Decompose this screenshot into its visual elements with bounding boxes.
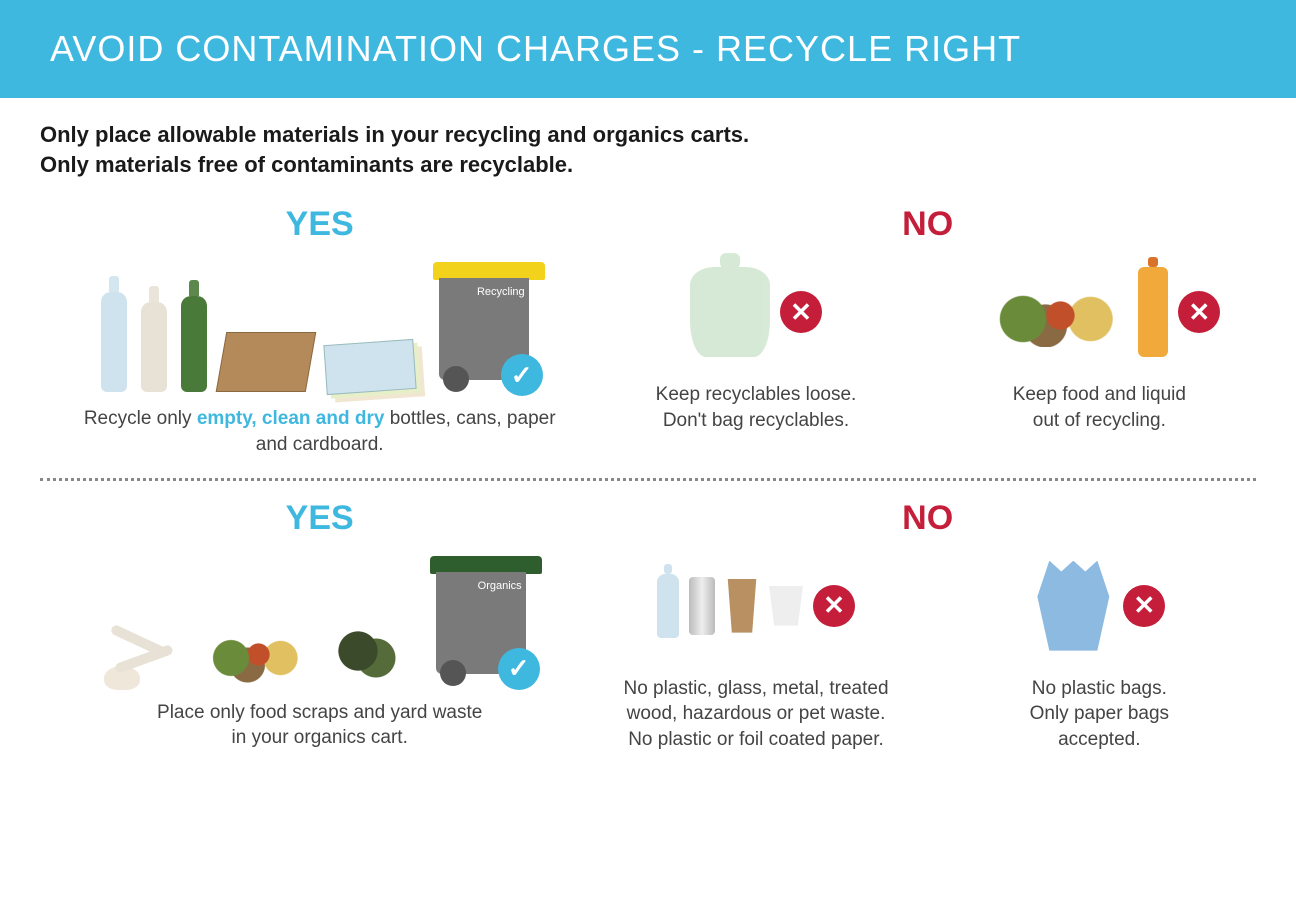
papers-icon xyxy=(323,339,416,395)
recycling-bin-icon: Recycling ✓ xyxy=(429,262,539,392)
bones-icon xyxy=(104,616,184,686)
check-icon: ✓ xyxy=(498,648,540,690)
recycling-yes-label: YES xyxy=(40,205,599,244)
organics-no-caption-containers: No plastic, glass, metal, treated wood, … xyxy=(623,676,888,753)
food-pile-icon xyxy=(978,277,1128,347)
recycling-no-visual-food: ✕ xyxy=(978,252,1220,372)
organics-bin-lid xyxy=(430,556,542,574)
small-bottle-icon xyxy=(657,574,679,638)
cardboard-icon xyxy=(215,332,316,392)
food-scraps-icon xyxy=(198,616,308,686)
organics-no-row: ✕ No plastic, glass, metal, treated wood… xyxy=(599,546,1256,753)
recycling-no-column: NO ✕ Keep recyclables loose. Don't bag r… xyxy=(599,205,1256,457)
organics-yes-caption: Place only food scraps and yard waste in… xyxy=(68,700,571,751)
intro-text: Only place allowable materials in your r… xyxy=(0,98,1296,197)
yogurt-cup-icon xyxy=(769,586,803,626)
header-title: AVOID CONTAMINATION CHARGES - RECYCLE RI… xyxy=(50,28,1021,69)
recycling-no-visual-bagged: ✕ xyxy=(690,252,822,372)
x-icon: ✕ xyxy=(780,291,822,333)
organics-yes-column: YES Organics ✓ Place only food scraps an… xyxy=(40,499,599,753)
recycling-no-row: ✕ Keep recyclables loose. Don't bag recy… xyxy=(599,252,1256,433)
recycling-yes-caption: Recycle only empty, clean and dry bottle… xyxy=(68,406,571,457)
organics-no-label: NO xyxy=(599,499,1256,538)
organics-bin-label: Organics xyxy=(440,580,522,592)
glass-bottle-green-icon xyxy=(181,296,207,392)
organics-yes-label: YES xyxy=(40,499,599,538)
recycling-no-item-food: ✕ Keep food and liquid out of recycling. xyxy=(943,252,1256,433)
organics-no-visual-containers: ✕ xyxy=(657,546,855,666)
header-banner: AVOID CONTAMINATION CHARGES - RECYCLE RI… xyxy=(0,0,1296,98)
water-bottle-icon xyxy=(101,292,127,392)
bin-wheel-icon xyxy=(443,366,469,392)
organics-no-column: NO ✕ No plastic, glass, metal, treated w… xyxy=(599,499,1256,753)
section-divider xyxy=(40,478,1256,481)
recycling-section: YES Recycling ✓ Recycle only empty, clea… xyxy=(0,197,1296,471)
recycling-no-item-bagged: ✕ Keep recyclables loose. Don't bag recy… xyxy=(599,252,912,433)
juice-bottle-icon xyxy=(1138,267,1168,357)
yard-leaves-icon xyxy=(322,616,412,686)
organics-bin-icon: Organics ✓ xyxy=(426,556,536,686)
recycling-bin-label: Recycling xyxy=(443,286,525,298)
x-icon: ✕ xyxy=(1178,291,1220,333)
recycling-no-label: NO xyxy=(599,205,1256,244)
check-icon: ✓ xyxy=(501,354,543,396)
organics-no-caption-plasticbag: No plastic bags. Only paper bags accepte… xyxy=(1030,676,1169,753)
organics-no-item-containers: ✕ No plastic, glass, metal, treated wood… xyxy=(599,546,912,753)
recycling-yes-visual: Recycling ✓ xyxy=(40,252,599,392)
recycling-yes-column: YES Recycling ✓ Recycle only empty, clea… xyxy=(40,205,599,457)
metal-can-icon xyxy=(689,577,715,635)
recycling-yes-caption-prefix: Recycle only xyxy=(84,408,197,429)
x-icon: ✕ xyxy=(1123,585,1165,627)
x-icon: ✕ xyxy=(813,585,855,627)
recycling-no-caption-bagged: Keep recyclables loose. Don't bag recycl… xyxy=(656,382,857,433)
organics-no-item-plasticbag: ✕ No plastic bags. Only paper bags accep… xyxy=(943,546,1256,753)
recycling-yes-caption-emph: empty, clean and dry xyxy=(197,408,385,429)
coffee-cup-icon xyxy=(725,579,759,633)
organics-section: YES Organics ✓ Place only food scraps an… xyxy=(0,491,1296,767)
bin-wheel-icon xyxy=(440,660,466,686)
intro-line-1: Only place allowable materials in your r… xyxy=(40,120,1256,150)
intro-line-2: Only materials free of contaminants are … xyxy=(40,150,1256,180)
eggshell-icon xyxy=(104,666,140,690)
organics-no-visual-plasticbag: ✕ xyxy=(1033,546,1165,666)
recycling-no-caption-food: Keep food and liquid out of recycling. xyxy=(1013,382,1186,433)
bagged-recyclables-icon xyxy=(690,267,770,357)
organics-yes-visual: Organics ✓ xyxy=(40,546,599,686)
glass-bottle-clear-icon xyxy=(141,302,167,392)
plastic-bag-icon xyxy=(1033,561,1113,651)
